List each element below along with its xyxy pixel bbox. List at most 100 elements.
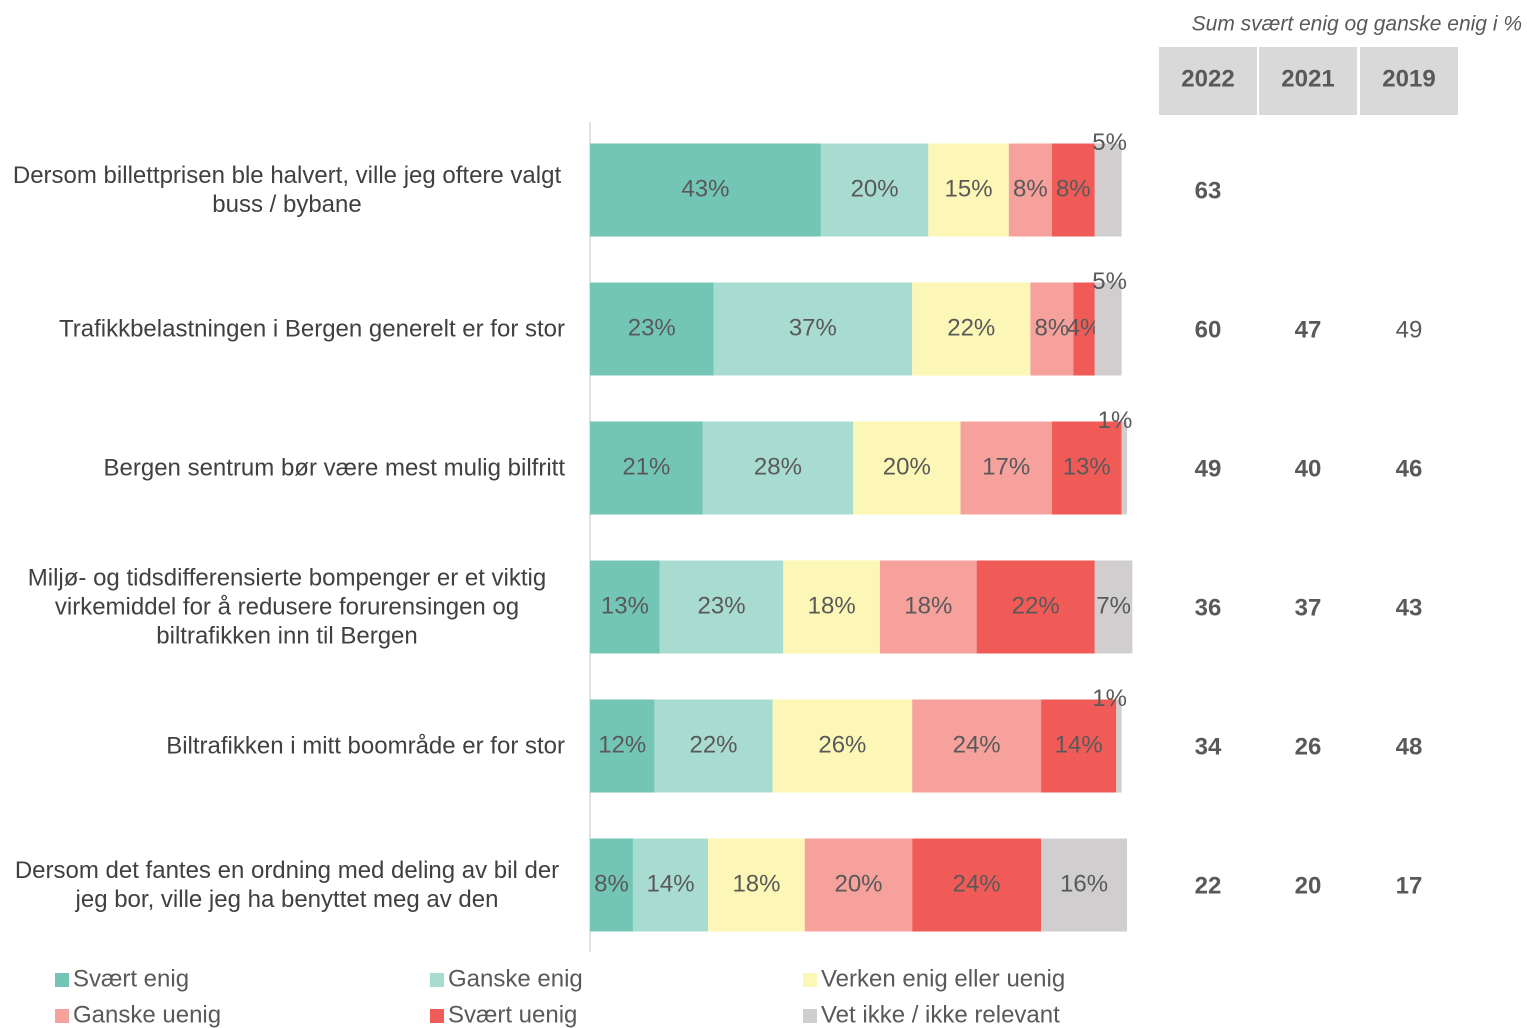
bar-segment: [1094, 560, 1133, 654]
value-label: 8%: [594, 870, 629, 897]
table-value: 37: [1295, 594, 1322, 621]
legend-label: Svært enig: [73, 965, 189, 992]
bar-segment: [912, 838, 1042, 932]
value-label: 37%: [789, 314, 837, 341]
bar-segment: [1030, 282, 1074, 376]
bar-segment: [659, 560, 784, 654]
legend-label: Vet ikke / ikke relevant: [821, 1001, 1060, 1028]
value-label: 43%: [681, 175, 729, 202]
value-label: 23%: [628, 314, 676, 341]
bar-segment: [1121, 421, 1127, 515]
table-header: 2021: [1281, 65, 1334, 92]
table-value: 49: [1396, 316, 1423, 343]
legend-swatch: [430, 1009, 444, 1023]
value-label: 12%: [598, 731, 646, 758]
value-label: 20%: [851, 175, 899, 202]
bar-segment: [590, 421, 703, 515]
legend-swatch: [430, 973, 444, 987]
table-value: 46: [1396, 455, 1423, 482]
category-label-box: Miljø- og tidsdifferensierte bompenger e…: [5, 564, 565, 651]
value-label: 18%: [732, 870, 780, 897]
category-label: Dersom det fantes en ordning med deling …: [14, 857, 560, 913]
table-value: 48: [1396, 733, 1423, 760]
category-label-box: Dersom billettprisen ble halvert, ville …: [5, 161, 565, 219]
legend-swatch: [803, 1009, 817, 1023]
bar-segment: [853, 421, 961, 515]
bar-segment: [1051, 421, 1122, 515]
value-label: 24%: [953, 870, 1001, 897]
value-label: 8%: [1034, 314, 1069, 341]
bar-segment: [804, 838, 913, 932]
bar-segment: [928, 143, 1009, 237]
bar-segment: [960, 421, 1052, 515]
table-title: Sum svært enig og ganske enig i %: [1192, 13, 1522, 36]
legend-label: Ganske uenig: [73, 1001, 221, 1028]
category-label-box: Dersom det fantes en ordning med deling …: [5, 856, 565, 914]
bar-segment: [772, 699, 913, 793]
value-label: 22%: [1012, 592, 1060, 619]
value-label: 28%: [754, 453, 802, 480]
value-label: 14%: [647, 870, 695, 897]
value-label: 1%: [1092, 685, 1127, 712]
table-value: 26: [1295, 733, 1322, 760]
legend-label: Verken enig eller uenig: [821, 965, 1065, 992]
bar-segment: [1008, 143, 1052, 237]
value-label: 8%: [1013, 175, 1048, 202]
table-value: 47: [1295, 316, 1322, 343]
table-value: 40: [1295, 455, 1322, 482]
category-label: Trafikkbelastningen i Bergen generelt er…: [58, 315, 565, 343]
category-label: Biltrafikken i mitt boområde er for stor: [166, 732, 565, 760]
value-label: 24%: [953, 731, 1001, 758]
bar-segment: [1041, 838, 1127, 932]
bar-segment: [590, 699, 655, 793]
table-value: 17: [1396, 872, 1423, 899]
bar-segment: [590, 282, 714, 376]
value-label: 21%: [622, 453, 670, 480]
legend-swatch: [803, 973, 817, 987]
value-label: 5%: [1092, 129, 1127, 156]
table-value: 49: [1195, 455, 1222, 482]
table-header: 2022: [1181, 65, 1234, 92]
bar-segment: [1041, 699, 1117, 793]
table-value: 43: [1396, 594, 1423, 621]
value-label: 7%: [1096, 592, 1131, 619]
value-label: 8%: [1056, 175, 1091, 202]
value-label: 13%: [601, 592, 649, 619]
table-header-cell: [1259, 47, 1357, 115]
bar-segment: [713, 282, 913, 376]
value-label: 26%: [818, 731, 866, 758]
table-value: 36: [1195, 594, 1222, 621]
bar-segment: [708, 838, 805, 932]
table-value: 63: [1195, 177, 1222, 204]
value-label: 13%: [1063, 453, 1111, 480]
value-label: 14%: [1055, 731, 1103, 758]
category-label-box: Biltrafikken i mitt boområde er for stor: [5, 732, 565, 761]
value-label: 20%: [834, 870, 882, 897]
bar-segment: [1051, 143, 1095, 237]
bar-segment: [590, 560, 660, 654]
bar-segment: [590, 143, 821, 237]
value-label: 1%: [1098, 407, 1133, 434]
table-header: 2019: [1382, 65, 1435, 92]
legend-label: Svært uenig: [448, 1001, 577, 1028]
category-label-box: Bergen sentrum bør være mest mulig bilfr…: [5, 454, 565, 483]
value-label: 18%: [904, 592, 952, 619]
table-header-cell: [1360, 47, 1458, 115]
table-value: 20: [1295, 872, 1322, 899]
value-label: 16%: [1060, 870, 1108, 897]
category-label-box: Trafikkbelastningen i Bergen generelt er…: [5, 315, 565, 344]
bar-segment: [976, 560, 1095, 654]
value-label: 23%: [698, 592, 746, 619]
bar-segment: [912, 282, 1031, 376]
bar-segment: [912, 699, 1042, 793]
category-label: Bergen sentrum bør være mest mulig bilfr…: [103, 454, 565, 482]
bar-segment: [702, 421, 854, 515]
value-label: 20%: [883, 453, 931, 480]
value-label: 5%: [1092, 268, 1127, 295]
category-label: Dersom billettprisen ble halvert, ville …: [12, 162, 562, 218]
value-label: 22%: [947, 314, 995, 341]
value-label: 15%: [945, 175, 993, 202]
bar-segment: [1094, 282, 1122, 376]
value-label: 17%: [982, 453, 1030, 480]
